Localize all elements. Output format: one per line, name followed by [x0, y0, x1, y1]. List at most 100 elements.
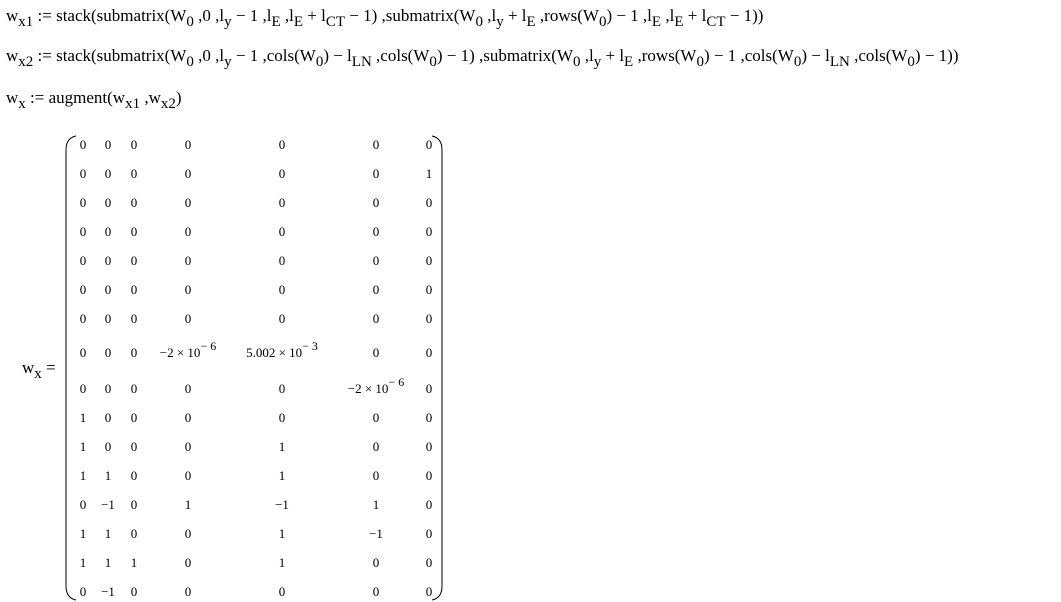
exponent: − 3: [302, 339, 318, 353]
matrix-cell: 0: [184, 468, 192, 483]
matrix-cell: 0: [372, 584, 380, 599]
exponent: − 6: [388, 375, 405, 389]
subscript: E: [526, 14, 536, 30]
matrix-cell: 0: [278, 195, 286, 210]
matrix-cell: 0: [79, 311, 87, 326]
matrix-cell: 0: [130, 345, 138, 360]
matrix-cell: 1: [278, 439, 286, 454]
subscript: E: [674, 14, 684, 30]
text: ,l: [482, 6, 497, 25]
matrix-cell: 0: [184, 555, 192, 570]
text: ,cols(W: [849, 46, 908, 65]
mantissa: −2 × 10: [159, 345, 201, 360]
matrix-cell: 1: [278, 468, 286, 483]
text: ): [175, 88, 182, 107]
matrix-cell: 0: [104, 137, 112, 152]
matrix-cell: 1: [425, 166, 433, 181]
matrix-cell: 0: [130, 526, 138, 541]
matrix-cell: 0: [130, 282, 138, 297]
matrix-cell: 0: [372, 345, 380, 360]
matrix-cell: 0: [372, 468, 380, 483]
text: ,cols(W: [371, 46, 430, 65]
matrix-cell: 0: [79, 224, 87, 239]
matrix-cell: 0: [425, 282, 433, 297]
subscript: E: [293, 14, 304, 30]
matrix-cell: 0: [425, 345, 433, 360]
matrix-cell: 0: [130, 497, 138, 512]
text: =: [41, 358, 56, 377]
matrix-cell: 0: [184, 410, 192, 425]
subscript: x2: [18, 54, 34, 70]
subscript: y: [224, 14, 232, 30]
matrix-cell: −1: [369, 526, 383, 541]
matrix-cell: −2 × 10− 6: [347, 375, 404, 397]
matrix-cell: 0: [184, 526, 192, 541]
matrix-cell: 0: [425, 439, 433, 454]
text: − 1) ,submatrix(W: [345, 6, 476, 25]
text: ) − 1) ,submatrix(W: [436, 46, 573, 65]
matrix-cell: 1: [79, 410, 87, 425]
matrix-cell: 0: [104, 439, 112, 454]
subscript: 0: [598, 14, 607, 30]
matrix-cell: 1: [130, 555, 138, 570]
mantissa: 5.002 × 10: [246, 345, 303, 360]
matrix-cell: 0: [425, 253, 433, 268]
matrix-cell: 0: [104, 282, 112, 297]
right-bracket: [431, 135, 443, 601]
matrix-cell: 0: [130, 137, 138, 152]
text: ,rows(W: [633, 46, 697, 65]
matrix-cell: 0: [104, 195, 112, 210]
matrix-cell: 1: [104, 555, 112, 570]
subscript: E: [651, 14, 662, 30]
subscript: x: [18, 96, 26, 112]
left-bracket: [65, 135, 77, 601]
matrix-cell: 0: [425, 497, 433, 512]
matrix-cell: 0: [278, 584, 286, 599]
matrix-cell: 1: [278, 526, 286, 541]
matrix-cell: 0: [278, 224, 286, 239]
matrix-cell: 0: [278, 166, 286, 181]
matrix-cell: 0: [104, 166, 112, 181]
matrix-cell: 0: [104, 224, 112, 239]
matrix-cell: 0: [425, 195, 433, 210]
text: w: [6, 46, 19, 65]
subscript: LN: [829, 54, 850, 70]
matrix-cell: 0: [372, 439, 380, 454]
subscript: E: [271, 14, 281, 30]
matrix-cell: 0: [130, 311, 138, 326]
text: := stack(submatrix(W: [33, 6, 187, 25]
text: ,0 ,l: [193, 46, 225, 65]
subscript: LN: [351, 54, 372, 70]
matrix-cell: 0: [278, 381, 286, 396]
mantissa: −2 × 10: [347, 381, 389, 396]
text: w: [22, 358, 35, 377]
equation: wx := augment(wx1 ,wx2): [6, 88, 182, 112]
text: − 1 ,l: [231, 6, 272, 25]
matrix-cell: 1: [278, 555, 286, 570]
text: ,w: [140, 88, 161, 107]
text: ,0 ,l: [193, 6, 225, 25]
matrix-cell: 0: [372, 224, 380, 239]
subscript: 0: [315, 54, 324, 70]
matrix-cell: −2 × 10− 6: [159, 339, 216, 361]
equation: wx1 := stack(submatrix(W0 ,0 ,ly − 1 ,lE…: [6, 6, 763, 30]
subscript: 0: [186, 14, 194, 30]
matrix-cell: 0: [372, 137, 380, 152]
matrix-cell: 0: [130, 253, 138, 268]
matrix-cell: 0: [79, 345, 87, 360]
matrix-cell: 0: [425, 224, 433, 239]
matrix-cell: 0: [79, 166, 87, 181]
text: := augment(w: [25, 88, 126, 107]
matrix-cell: 0: [130, 584, 138, 599]
subscript: 0: [573, 54, 581, 70]
matrix-cell: 0: [79, 381, 87, 396]
subscript: y: [496, 14, 504, 30]
matrix-cell: 0: [372, 311, 380, 326]
text: ) − 1 ,l: [606, 6, 652, 25]
matrix-cell: 1: [104, 526, 112, 541]
matrix-cell: 0: [130, 381, 138, 396]
equation: wx2 := stack(submatrix(W0 ,0 ,ly − 1 ,co…: [6, 46, 958, 70]
matrix-cell: 0: [79, 282, 87, 297]
subscript: 0: [907, 54, 915, 70]
matrix-cell: 0: [425, 381, 433, 396]
